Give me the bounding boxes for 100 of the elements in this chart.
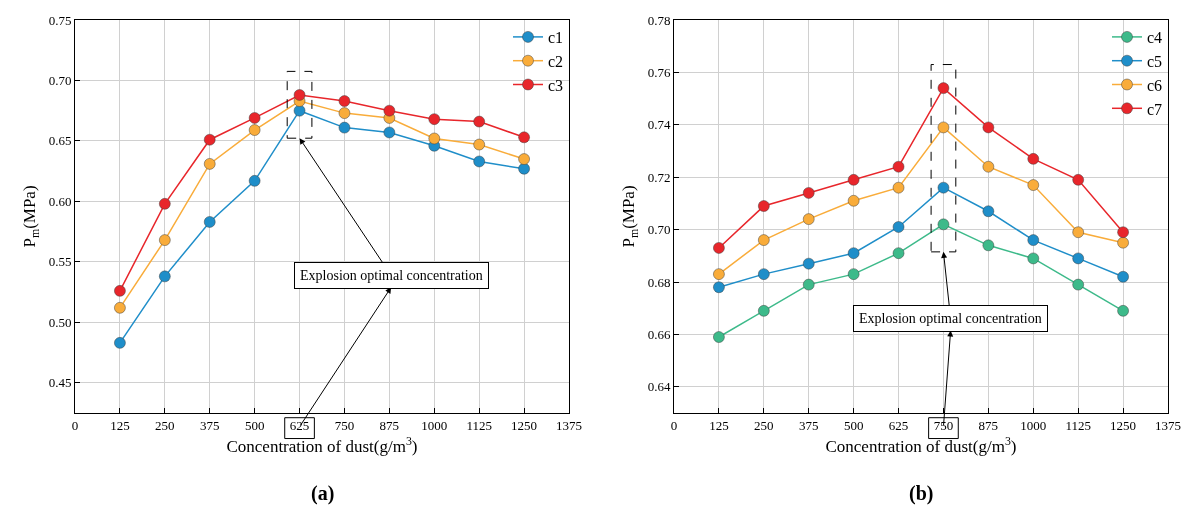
point — [473, 115, 486, 128]
y-tick-label: 0.75 — [48, 12, 72, 28]
legend-label: c6 — [1147, 76, 1163, 94]
point — [892, 247, 905, 260]
point — [713, 268, 725, 281]
y-tick-label: 0.70 — [48, 73, 72, 89]
y-tick-label: 0.60 — [48, 193, 72, 209]
point — [1027, 152, 1040, 165]
x-axis-title: Concentration of dust(g/m$^{3}$) — [825, 433, 1017, 456]
point — [158, 234, 171, 246]
point — [757, 268, 770, 281]
annotation: Explosion optimal concentration — [859, 311, 1042, 326]
legend-label: c4 — [1147, 29, 1163, 47]
y-tick-label: 0.78 — [647, 12, 671, 28]
point — [937, 181, 950, 194]
y-tick-label: 0.65 — [48, 133, 72, 149]
x-tick-label: 0 — [670, 417, 678, 433]
y-tick-label: 0.50 — [48, 314, 72, 330]
point — [518, 131, 530, 144]
point — [338, 107, 351, 120]
legend-label: c3 — [548, 76, 564, 94]
point — [1117, 270, 1129, 283]
point — [293, 89, 306, 101]
point — [847, 194, 860, 207]
point — [937, 82, 950, 95]
x-tick-label: 625 — [888, 417, 909, 433]
x-tick-label: 250 — [754, 417, 774, 433]
point — [203, 133, 216, 146]
point — [248, 174, 261, 187]
x-tick-label: 1125 — [466, 417, 492, 433]
point — [847, 173, 860, 186]
x-tick-label: 875 — [379, 417, 400, 433]
point — [713, 281, 725, 294]
point — [802, 278, 815, 291]
point — [892, 221, 905, 233]
legend-label: c2 — [548, 52, 564, 70]
point — [982, 160, 995, 173]
point — [1027, 179, 1040, 191]
point — [713, 331, 725, 343]
point — [1072, 278, 1085, 291]
point — [114, 336, 126, 349]
x-tick-label: 1250 — [1110, 417, 1137, 433]
x-axis-title: Concentration of dust(g/m$^{3}$) — [226, 433, 418, 456]
y-tick-label: 0.66 — [647, 326, 671, 342]
point — [338, 121, 351, 134]
point — [1027, 252, 1040, 265]
point — [982, 121, 995, 134]
y-tick-label: 0.55 — [48, 254, 72, 270]
legend-label: c7 — [1147, 100, 1163, 118]
point — [847, 268, 860, 281]
point — [338, 95, 351, 107]
point — [428, 132, 441, 145]
point — [1072, 226, 1085, 239]
point — [892, 181, 905, 194]
point — [847, 247, 860, 260]
point — [473, 138, 486, 151]
point — [203, 158, 216, 170]
point — [1027, 234, 1040, 246]
point — [1072, 173, 1085, 186]
point — [428, 113, 441, 126]
point — [937, 121, 950, 134]
point — [518, 153, 530, 165]
y-tick-label: 0.72 — [647, 169, 671, 185]
x-tick-label: 375 — [199, 417, 220, 433]
x-tick-label: 0 — [71, 417, 79, 433]
x-tick-label: 750 — [933, 417, 954, 433]
point — [1117, 226, 1129, 239]
text: (b) — [909, 482, 934, 505]
point — [473, 155, 486, 168]
x-tick-label: 1000 — [421, 417, 448, 433]
x-tick-label: 1000 — [1020, 417, 1047, 433]
text: (a) — [311, 482, 335, 505]
point — [383, 104, 396, 117]
y-tick-label: 0.68 — [647, 274, 671, 290]
y-tick-label: 0.70 — [647, 222, 671, 238]
point — [802, 187, 815, 199]
point — [293, 104, 306, 117]
y-tick-label: 0.45 — [48, 375, 72, 391]
x-tick-label: 375 — [798, 417, 819, 433]
x-tick-label: 1375 — [556, 417, 582, 433]
y-tick-label: 0.74 — [647, 117, 671, 133]
point — [1072, 252, 1085, 265]
annotation: Explosion optimal concentration — [300, 268, 483, 283]
x-tick-label: 125 — [110, 417, 130, 433]
point — [757, 234, 770, 246]
point — [1117, 304, 1129, 317]
y-tick-label: 0.76 — [647, 64, 671, 80]
point — [713, 242, 725, 254]
point — [248, 112, 261, 124]
y-tick-label: 0.64 — [647, 379, 671, 395]
point — [892, 160, 905, 173]
point — [937, 218, 950, 231]
point — [114, 284, 126, 297]
point — [158, 197, 171, 210]
point — [1117, 236, 1129, 249]
point — [158, 270, 171, 283]
x-tick-label: 125 — [709, 417, 729, 433]
x-tick-label: 1250 — [511, 417, 538, 433]
point — [114, 301, 126, 314]
x-tick-label: 500 — [244, 417, 265, 433]
